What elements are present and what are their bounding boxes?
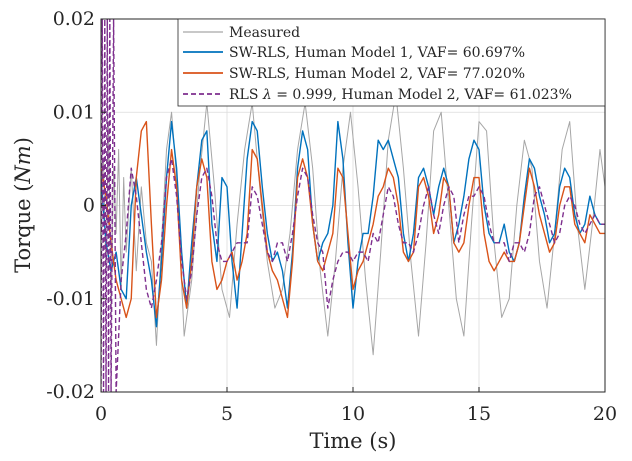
y-tick-label: 0 [83,195,95,217]
x-tick-label: 0 [95,403,107,425]
legend-label-rls-model-2: RLS λ = 0.999, Human Model 2, VAF= 61.02… [229,87,572,103]
legend-label-measured: Measured [229,25,300,41]
y-tick-label: 0.01 [53,101,95,123]
x-tick-label: 15 [467,403,491,425]
legend-label-rls-suffix: = 0.999, Human Model 2, VAF= 61.023% [272,87,572,103]
y-tick-labels: -0.02 -0.01 0 0.01 0.02 [46,8,95,403]
y-axis-label-prefix: Torque ( [11,184,35,273]
legend: Measured SW-RLS, Human Model 1, VAF= 60.… [177,18,606,107]
series-line-sw-rls-model-2 [101,120,605,319]
y-tick-label: 0.02 [53,8,95,30]
legend-label-sw-rls-model-1: SW-RLS, Human Model 1, VAF= 60.697% [229,45,525,61]
y-tick-label: -0.01 [46,288,95,310]
y-tick-label: -0.02 [46,381,95,403]
y-axis-label-unit: Nm [11,145,35,184]
ticks [100,18,606,393]
series-line-rls-model-2 [101,19,605,392]
x-tick-label: 10 [341,403,365,425]
y-axis-label: Torque (Nm) [11,137,35,273]
x-tick-label: 5 [221,403,233,425]
legend-label-rls-prefix: RLS [229,87,263,103]
x-tick-labels: 0 5 10 15 20 [95,403,617,425]
y-axis-label-suffix: ) [11,137,35,145]
x-tick-label: 20 [593,403,617,425]
series-layer [101,19,605,392]
series-line-measured [101,93,605,356]
legend-label-sw-rls-model-2: SW-RLS, Human Model 2, VAF= 77.020% [229,66,525,82]
legend-label-rls-lambda: λ [262,87,272,103]
legend-box [177,18,606,107]
x-axis-label: Time (s) [310,429,397,453]
